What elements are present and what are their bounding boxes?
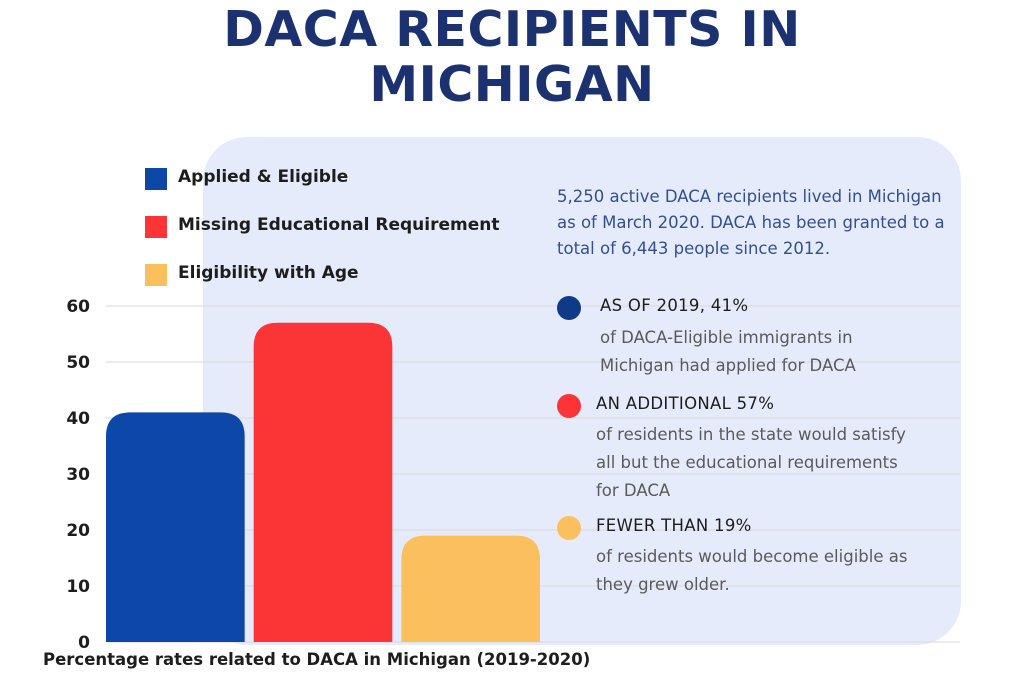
legend-swatch-applied <box>145 168 167 190</box>
stat-heading-age: FEWER THAN 19% <box>596 516 752 535</box>
y-tick-label-20: 20 <box>66 521 90 541</box>
legend-label-applied: Applied & Eligible <box>178 167 349 187</box>
y-tick-label-40: 40 <box>66 409 90 429</box>
bar-applied-eligible <box>106 412 245 642</box>
stat-heading-applied: AS OF 2019, 41% <box>600 296 749 315</box>
intro-text: 5,250 active DACA recipients lived in Mi… <box>557 187 945 258</box>
legend-swatch-age <box>145 264 167 286</box>
y-tick-label-10: 10 <box>66 577 90 597</box>
y-tick-label-0: 0 <box>78 633 90 653</box>
title-line-1: DACA RECIPIENTS IN <box>223 1 801 58</box>
legend-label-age: Eligibility with Age <box>178 263 359 283</box>
title-line-2: MICHIGAN <box>369 56 655 113</box>
legend-item-age: Eligibility with Age <box>145 263 545 288</box>
stat-dot-age <box>557 516 581 540</box>
y-tick-label-30: 30 <box>66 465 90 485</box>
legend-label-missing-education: Missing Educational Requirement <box>178 215 500 235</box>
stat-body-missing-education: of residents in the state would satisfy … <box>596 425 906 500</box>
bar-missing-educational-requirement <box>253 322 393 642</box>
stat-dot-missing-education <box>557 394 581 418</box>
y-tick-label-60: 60 <box>66 297 90 317</box>
legend-swatch-missing-education <box>145 216 167 238</box>
chart-caption: Percentage rates related to DACA in Mich… <box>43 650 591 669</box>
stat-body-applied: of DACA-Eligible immigrants in Michigan … <box>600 328 856 375</box>
legend-item-missing-education: Missing Educational Requirement <box>145 215 545 240</box>
stat-dot-applied <box>557 296 581 320</box>
legend-item-applied: Applied & Eligible <box>145 167 545 192</box>
stat-body-age: of residents would become eligible as th… <box>596 547 908 594</box>
stat-heading-missing-education: AN ADDITIONAL 57% <box>596 394 775 413</box>
y-tick-label-50: 50 <box>66 353 90 373</box>
bar-eligibility-with-age <box>401 535 540 642</box>
